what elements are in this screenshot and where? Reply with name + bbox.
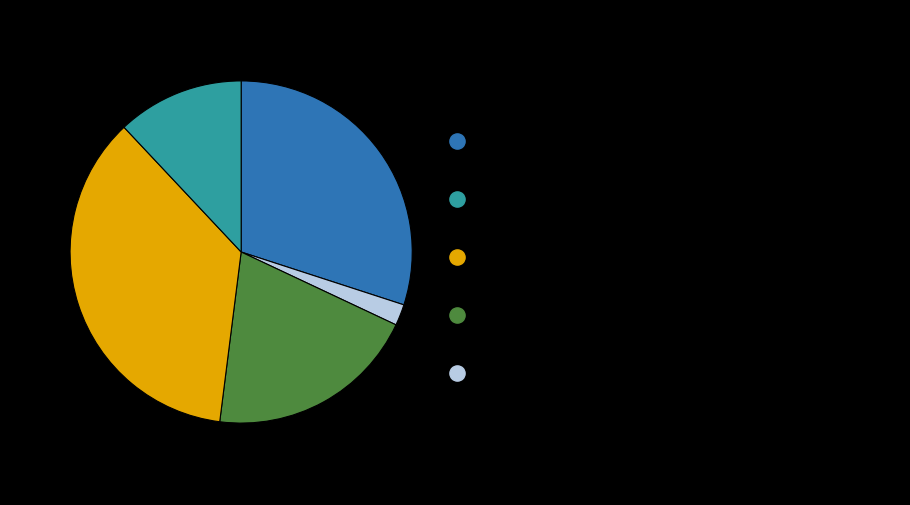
Point [450,254,464,262]
Text: Sonstige: Sonstige [514,366,578,381]
Wedge shape [70,128,241,422]
Point [450,370,464,378]
Wedge shape [219,252,396,423]
Wedge shape [124,82,241,252]
Text: Windenergie (onshore): Windenergie (onshore) [514,134,682,149]
Point [450,195,464,204]
Point [450,312,464,320]
Wedge shape [241,252,404,325]
Text: Windenergie (offshore): Windenergie (offshore) [514,192,682,207]
Wedge shape [241,82,412,305]
Point [450,137,464,145]
Text: Biomasse: Biomasse [514,308,585,323]
Text: Photovoltaik: Photovoltaik [514,250,605,265]
